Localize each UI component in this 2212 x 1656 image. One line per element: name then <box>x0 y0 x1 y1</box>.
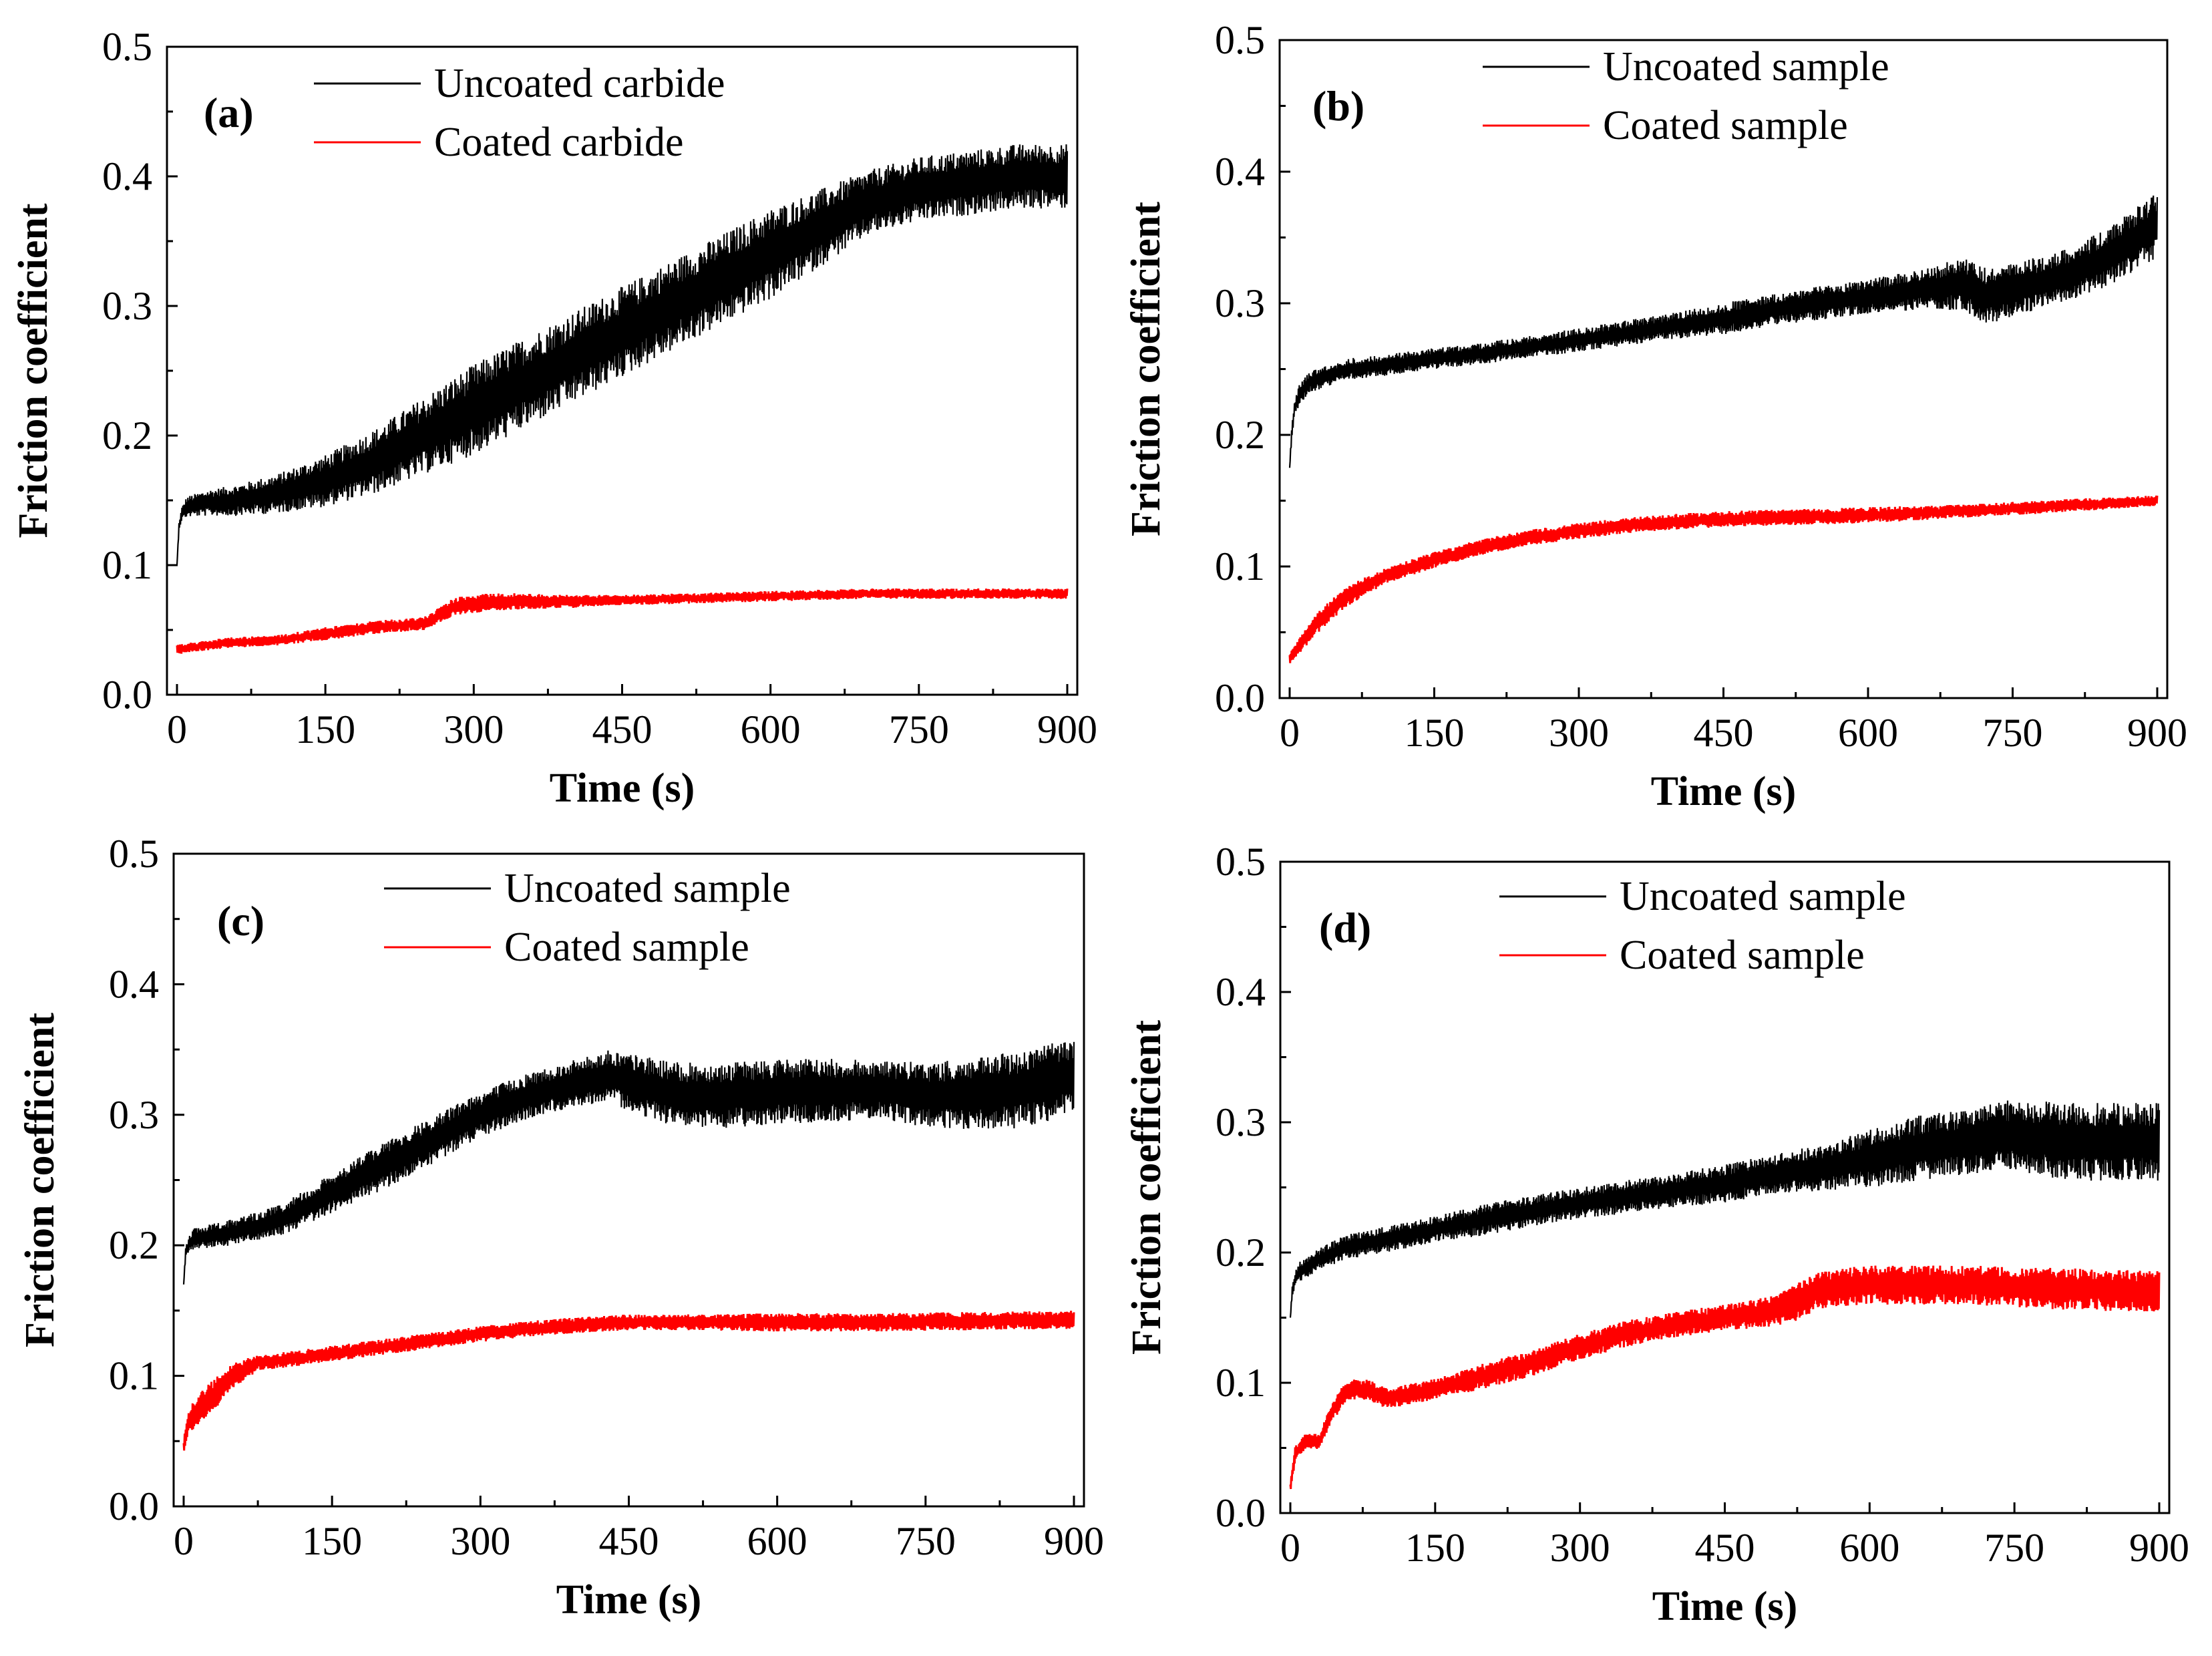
x-axis-label: Time (s) <box>556 1577 702 1623</box>
x-tick-label: 600 <box>1838 711 1898 755</box>
x-tick-label: 300 <box>1550 1526 1610 1570</box>
chart-panel-1: 0.0 0.1 0.2 0.3 0.4 0.5 0 150 300 450 600 750 900 Tim… <box>11 25 1097 811</box>
y-tick-label: 0.1 <box>102 543 152 587</box>
x-tick-label: 450 <box>1694 711 1754 755</box>
x-tick-label: 900 <box>1037 707 1097 752</box>
y-tick-label: 0.4 <box>109 962 159 1006</box>
y-tick-label: 0.2 <box>1215 413 1265 457</box>
x-tick-label: 300 <box>1549 711 1609 755</box>
x-tick-label: 750 <box>889 707 949 752</box>
panel-label: (b) <box>1312 82 1364 130</box>
y-tick-label: 0.0 <box>102 673 152 717</box>
chart-panel-3: 0.0 0.1 0.2 0.3 0.4 0.5 0 150 300 450 600 750 900 Tim… <box>17 832 1104 1623</box>
panel-label: (c) <box>217 897 264 945</box>
legend-label: Coated sample <box>1603 103 1848 148</box>
series-line-coated-sample <box>182 1311 1075 1451</box>
series-line-uncoated-sample <box>1288 195 2159 468</box>
panel-label: (a) <box>204 89 254 136</box>
y-tick-label: 0.2 <box>1216 1230 1266 1275</box>
x-tick-label: 300 <box>450 1519 510 1563</box>
x-tick-label: 750 <box>896 1519 956 1563</box>
x-tick-label: 750 <box>1984 1526 2044 1570</box>
legend-label: Coated carbide <box>434 120 684 165</box>
x-axis-label: Time (s) <box>550 766 695 811</box>
series-line-uncoated-carbide <box>176 144 1069 566</box>
x-tick-label: 0 <box>1280 1526 1300 1570</box>
x-tick-label: 600 <box>1839 1526 1899 1570</box>
panel-label: (d) <box>1319 904 1371 951</box>
y-axis-label: Friction coefficient <box>1123 202 1169 536</box>
x-tick-label: 900 <box>2127 711 2187 755</box>
x-tick-label: 150 <box>302 1519 362 1563</box>
series-line-coated-carbide <box>176 588 1069 654</box>
x-tick-label: 450 <box>592 707 653 752</box>
legend-label: Uncoated sample <box>1620 874 1906 919</box>
y-axis-label: Friction coefficient <box>1124 1020 1169 1355</box>
legend-label: Uncoated sample <box>1603 44 1889 90</box>
series-line-uncoated-sample <box>1289 1100 2161 1318</box>
x-tick-label: 900 <box>1044 1519 1104 1563</box>
y-tick-label: 0.0 <box>1215 676 1265 720</box>
y-axis-label: Friction coefficient <box>17 1013 63 1347</box>
y-tick-label: 0.4 <box>102 154 152 198</box>
y-axis-label: Friction coefficient <box>11 203 56 538</box>
legend-label: Coated sample <box>1620 933 1865 978</box>
x-tick-label: 0 <box>167 707 187 752</box>
x-tick-label: 0 <box>174 1519 194 1563</box>
x-tick-label: 450 <box>599 1519 659 1563</box>
x-tick-label: 600 <box>747 1519 807 1563</box>
legend-label: Coated sample <box>504 925 749 970</box>
y-tick-label: 0.0 <box>109 1484 159 1528</box>
x-axis-label: Time (s) <box>1651 769 1797 814</box>
y-tick-label: 0.5 <box>1215 18 1265 62</box>
chart-panel-2: 0.0 0.1 0.2 0.3 0.4 0.5 0 150 300 450 600 750 900 Tim… <box>1123 18 2187 814</box>
x-tick-label: 750 <box>1983 711 2043 755</box>
y-tick-label: 0.0 <box>1216 1491 1266 1535</box>
series-line-coated-sample <box>1289 1265 2161 1490</box>
y-tick-label: 0.1 <box>1215 544 1265 589</box>
x-tick-label: 0 <box>1280 711 1300 755</box>
series-line-coated-sample <box>1288 495 2159 663</box>
y-tick-label: 0.4 <box>1215 150 1265 194</box>
x-tick-label: 600 <box>741 707 801 752</box>
y-tick-label: 0.5 <box>102 25 152 69</box>
y-tick-label: 0.3 <box>109 1093 159 1137</box>
y-tick-label: 0.4 <box>1216 970 1266 1014</box>
x-tick-label: 150 <box>1405 1526 1465 1570</box>
y-tick-label: 0.3 <box>102 284 152 328</box>
x-tick-label: 900 <box>2129 1526 2189 1570</box>
y-tick-label: 0.5 <box>109 832 159 876</box>
legend-label: Uncoated carbide <box>434 61 725 106</box>
x-tick-label: 150 <box>1405 711 1465 755</box>
y-tick-label: 0.2 <box>109 1223 159 1267</box>
x-tick-label: 450 <box>1695 1526 1755 1570</box>
y-tick-label: 0.3 <box>1215 281 1265 325</box>
y-tick-label: 0.3 <box>1216 1100 1266 1144</box>
y-tick-label: 0.5 <box>1216 840 1266 884</box>
x-tick-label: 150 <box>295 707 355 752</box>
legend-label: Uncoated sample <box>504 866 791 911</box>
x-tick-label: 300 <box>443 707 504 752</box>
series-line-uncoated-sample <box>182 1041 1075 1285</box>
y-tick-label: 0.1 <box>1216 1361 1266 1405</box>
y-tick-label: 0.1 <box>109 1354 159 1398</box>
chart-panel-4: 0.0 0.1 0.2 0.3 0.4 0.5 0 150 300 450 600 750 900 Tim… <box>1124 840 2189 1629</box>
x-axis-label: Time (s) <box>1652 1584 1798 1629</box>
y-tick-label: 0.2 <box>102 413 152 458</box>
